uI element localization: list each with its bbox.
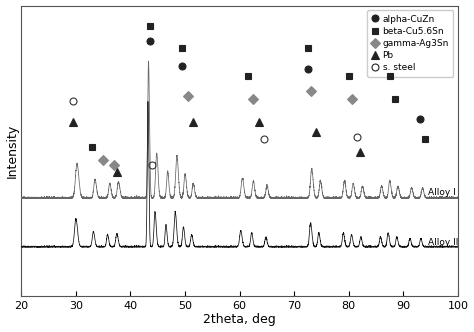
Text: Alloy II: Alloy II bbox=[428, 238, 458, 247]
Y-axis label: Intensity: Intensity bbox=[6, 124, 18, 178]
Legend: alpha-CuZn, beta-Cu5.6Sn, gamma-Ag3Sn, Pb, s. steel: alpha-CuZn, beta-Cu5.6Sn, gamma-Ag3Sn, P… bbox=[367, 10, 454, 77]
X-axis label: 2theta, deg: 2theta, deg bbox=[203, 313, 276, 326]
Text: Alloy I: Alloy I bbox=[428, 188, 456, 197]
